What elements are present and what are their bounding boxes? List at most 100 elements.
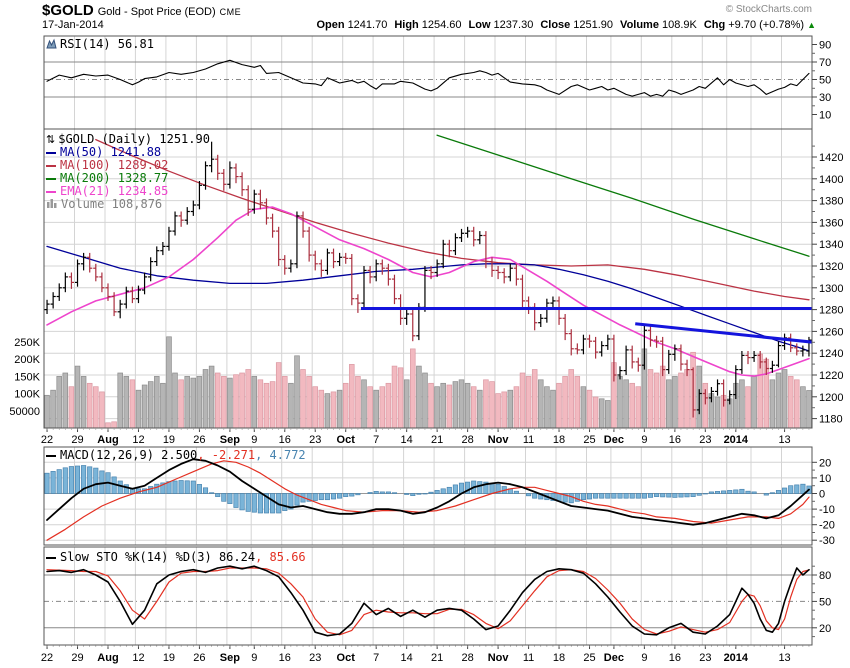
svg-text:2014: 2014 [724, 652, 749, 664]
area-chart-icon [46, 38, 57, 52]
macd-legend: MACD(12,26,9) 2.500 , -2.271 , 4.772 [46, 449, 306, 462]
svg-text:1360: 1360 [819, 217, 843, 229]
svg-text:22: 22 [41, 434, 53, 446]
sto-swatch [46, 556, 56, 559]
price-legend-label: $GOLD (Daily) 1251.90 [58, 132, 210, 146]
volume-bars [44, 336, 812, 428]
svg-text:Aug: Aug [97, 434, 118, 446]
rsi-line [46, 59, 810, 97]
svg-text:21: 21 [431, 652, 443, 664]
svg-text:Nov: Nov [488, 652, 510, 664]
svg-text:Sep: Sep [220, 434, 240, 446]
svg-text:1220: 1220 [819, 370, 843, 382]
svg-text:50: 50 [819, 75, 831, 87]
svg-text:70: 70 [819, 57, 831, 69]
svg-text:11: 11 [523, 652, 534, 664]
svg-text:19: 19 [163, 434, 175, 446]
volume-legend-label: Volume 108,876 [61, 197, 163, 211]
volume-bars-icon [46, 198, 58, 211]
macd-swatch [46, 454, 56, 457]
svg-text:Oct: Oct [337, 434, 356, 446]
sto-legend-label: Slow STO %K(14) %D(3) 86.24 [60, 550, 256, 564]
macd-lines [46, 458, 810, 541]
svg-text:18: 18 [553, 434, 565, 446]
svg-text:100K: 100K [14, 389, 40, 401]
ma100-swatch [46, 164, 56, 167]
sto-d-value: , 85.66 [255, 550, 306, 564]
macd-hist-value: , 4.772 [255, 448, 306, 462]
svg-text:1200: 1200 [819, 392, 843, 404]
ticker-symbol: $GOLD [42, 2, 94, 19]
svg-text:12: 12 [132, 434, 144, 446]
quote-volume-label: Volume [620, 19, 659, 31]
svg-text:10: 10 [819, 473, 831, 485]
stochastic-axis: 80 50 20 [812, 565, 831, 638]
svg-text:50000: 50000 [9, 406, 40, 418]
svg-text:1320: 1320 [819, 261, 843, 273]
svg-text:1240: 1240 [819, 348, 843, 360]
macd-histogram [44, 465, 812, 514]
trendline-annotations [360, 307, 812, 344]
stockcharts-copyright-link[interactable]: © StockCharts.com [725, 4, 812, 15]
ma50-swatch [46, 151, 56, 154]
svg-text:1420: 1420 [819, 152, 843, 164]
svg-text:Dec: Dec [604, 652, 624, 664]
ma100-legend-label: MA(100) 1289.02 [60, 158, 169, 172]
chart-header: $GOLD Gold - Spot Price (EOD) CME © StockC… [0, 0, 850, 34]
volume-axis: 250K 200K 150K 100K 50000 [9, 337, 40, 418]
rsi-legend-label: RSI(14) 56.81 [60, 37, 154, 51]
svg-text:21: 21 [431, 434, 443, 446]
svg-text:-20: -20 [819, 520, 835, 532]
header-title-line: $GOLD Gold - Spot Price (EOD) CME [42, 2, 241, 19]
svg-text:20: 20 [819, 623, 831, 635]
quote-high-value: 1254.60 [421, 19, 462, 31]
svg-text:26: 26 [193, 434, 205, 446]
svg-text:16: 16 [279, 652, 291, 664]
x-axis-bottom: 22 29 Aug 12 19 26 Sep 9 16 23 Oct 7 14 21 28 Nov 11 18 25… [41, 645, 810, 664]
macd-signal-value: , -2.271 [197, 448, 256, 462]
svg-text:10: 10 [819, 110, 831, 122]
svg-text:200K: 200K [14, 354, 40, 366]
ohlc-quote-readout: Open 1241.70 High 1254.60 Low 1237.30 Close 125… [309, 19, 816, 31]
svg-text:23: 23 [699, 652, 711, 664]
ma200-legend-label: MA(200) 1328.77 [60, 171, 169, 185]
svg-text:16: 16 [669, 652, 681, 664]
price-axis: 1420 1400 1380 1360 1340 1320 1300 1280 1260 1240… [812, 145, 843, 426]
svg-text:26: 26 [193, 652, 205, 664]
svg-text:7: 7 [373, 434, 379, 446]
svg-text:29: 29 [71, 652, 83, 664]
svg-text:9: 9 [641, 652, 647, 664]
svg-text:25: 25 [583, 434, 595, 446]
svg-text:30: 30 [819, 92, 831, 104]
rsi-legend: RSI(14) 56.81 [46, 38, 154, 51]
svg-text:16: 16 [279, 434, 291, 446]
svg-text:11: 11 [523, 434, 534, 446]
svg-text:80: 80 [819, 570, 831, 582]
svg-text:Aug: Aug [97, 652, 118, 664]
svg-text:28: 28 [461, 434, 473, 446]
svg-text:12: 12 [132, 652, 144, 664]
svg-text:1260: 1260 [819, 326, 843, 338]
macd-panel [43, 446, 813, 546]
svg-text:Nov: Nov [488, 434, 510, 446]
svg-text:16: 16 [669, 434, 681, 446]
svg-text:50: 50 [819, 596, 831, 608]
ema21-legend-label: EMA(21) 1234.85 [60, 184, 169, 198]
moving-averages [46, 134, 810, 377]
ema21-swatch [46, 190, 56, 193]
svg-text:Oct: Oct [337, 652, 356, 664]
quote-low-value: 1237.30 [493, 19, 534, 31]
svg-text:9: 9 [251, 434, 257, 446]
quote-chg-label: Chg [703, 19, 726, 31]
instrument-title: Gold - Spot Price (EOD) [97, 6, 216, 18]
stochastic-lines [46, 565, 810, 637]
macd-axis: 20 10 0 -10 -20 -30 [812, 457, 835, 547]
svg-text:7: 7 [373, 652, 379, 664]
price-legend: ⇅ $GOLD (Daily) 1251.90 MA(50) 1241.88 M… [46, 133, 210, 211]
svg-text:1380: 1380 [819, 196, 843, 208]
svg-text:13: 13 [778, 434, 790, 446]
rsi-axis: 90 70 50 30 10 [812, 40, 831, 122]
ma200-swatch [46, 177, 56, 180]
